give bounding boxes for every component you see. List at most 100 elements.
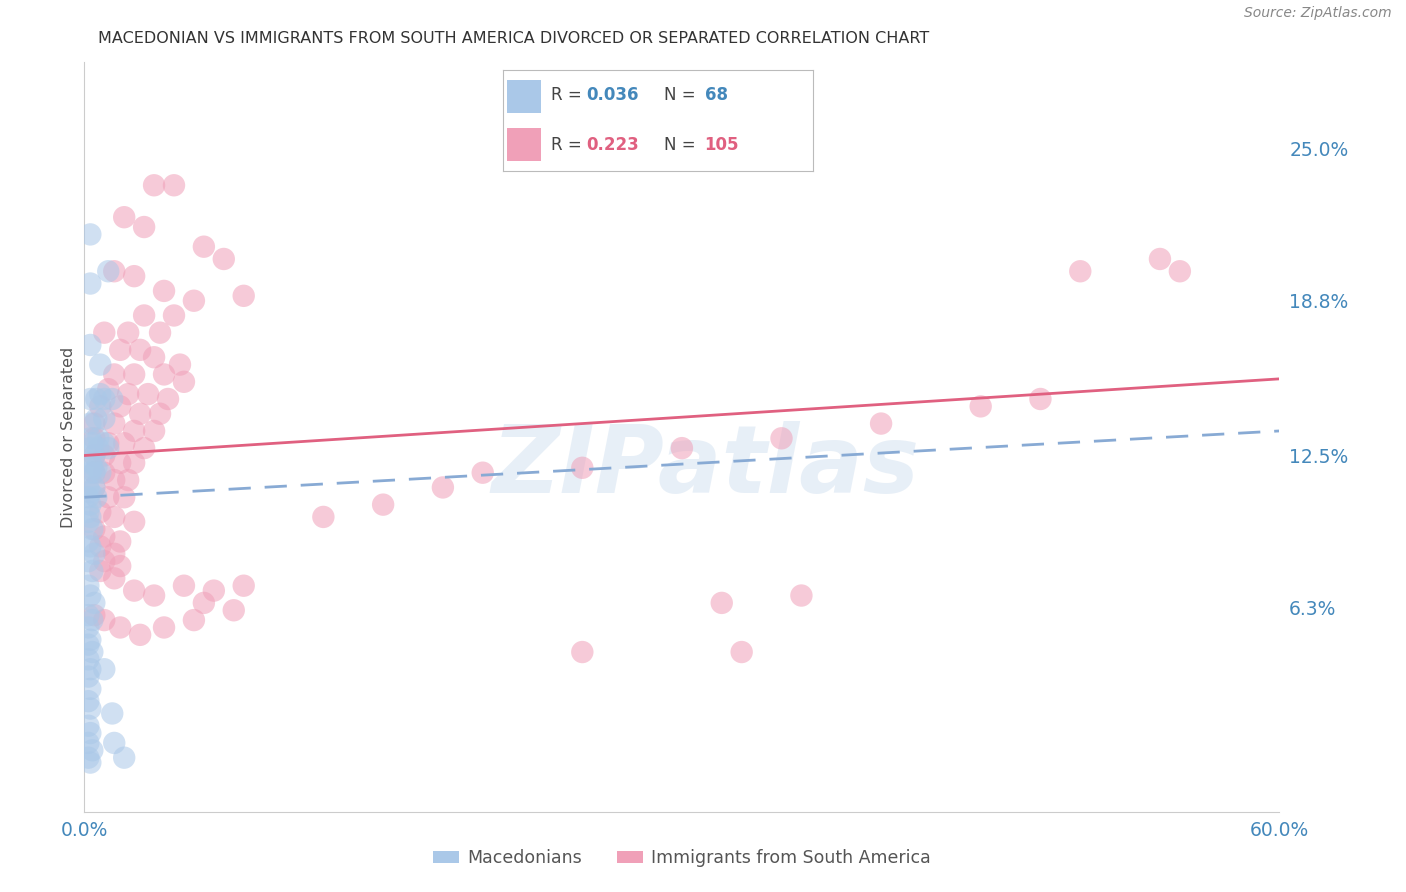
Point — [93, 662, 115, 676]
Legend: Macedonians, Immigrants from South America: Macedonians, Immigrants from South Ameri… — [426, 842, 938, 874]
Point — [79, 277, 101, 291]
Point — [93, 449, 115, 463]
Point — [79, 431, 101, 445]
Point — [82, 743, 104, 757]
Point — [79, 540, 101, 554]
Text: Source: ZipAtlas.com: Source: ZipAtlas.com — [1244, 6, 1392, 21]
Point — [79, 338, 101, 352]
Point — [89, 358, 111, 372]
Point — [1069, 264, 1091, 278]
Point — [312, 510, 335, 524]
Point — [122, 515, 145, 529]
Point — [373, 498, 395, 512]
Point — [110, 559, 132, 574]
Point — [222, 603, 245, 617]
Point — [93, 530, 115, 544]
Point — [122, 424, 145, 438]
Point — [83, 596, 105, 610]
Point — [110, 343, 132, 357]
Point — [79, 456, 101, 470]
Point — [93, 613, 115, 627]
Point — [671, 441, 693, 455]
Point — [83, 608, 105, 623]
Point — [471, 466, 494, 480]
Y-axis label: Divorced or Separated: Divorced or Separated — [60, 346, 76, 528]
Point — [117, 473, 139, 487]
Point — [79, 589, 101, 603]
Point — [83, 417, 105, 431]
Point — [83, 480, 105, 494]
Point — [183, 613, 205, 627]
Point — [77, 480, 100, 494]
Point — [82, 613, 104, 627]
Point — [153, 284, 176, 298]
Point — [79, 441, 101, 455]
Point — [790, 589, 813, 603]
Point — [82, 436, 104, 450]
Point — [79, 662, 101, 676]
Point — [79, 632, 101, 647]
Point — [770, 431, 793, 445]
Point — [571, 460, 593, 475]
Point — [97, 436, 120, 450]
Point — [103, 473, 125, 487]
Point — [83, 431, 105, 445]
Point — [143, 178, 166, 193]
Point — [77, 608, 100, 623]
Point — [87, 441, 110, 455]
Point — [79, 485, 101, 500]
Point — [77, 719, 100, 733]
Point — [77, 620, 100, 634]
Point — [77, 694, 100, 708]
Point — [112, 750, 135, 764]
Point — [731, 645, 754, 659]
Point — [183, 293, 205, 308]
Point — [870, 417, 893, 431]
Point — [89, 564, 111, 578]
Point — [89, 540, 111, 554]
Point — [97, 490, 120, 504]
Point — [93, 436, 115, 450]
Point — [93, 411, 115, 425]
Point — [93, 466, 115, 480]
Point — [77, 638, 100, 652]
Point — [89, 466, 111, 480]
Point — [97, 264, 120, 278]
Point — [83, 466, 105, 480]
Point — [232, 289, 254, 303]
Point — [129, 407, 152, 421]
Point — [143, 424, 166, 438]
Point — [103, 510, 125, 524]
Point — [110, 620, 132, 634]
Point — [77, 736, 100, 750]
Point — [77, 534, 100, 549]
Point — [89, 505, 111, 519]
Point — [93, 326, 115, 340]
Point — [117, 387, 139, 401]
Point — [77, 490, 100, 504]
Point — [79, 726, 101, 740]
Point — [82, 645, 104, 659]
Point — [83, 522, 105, 536]
Point — [153, 620, 176, 634]
Point — [163, 309, 186, 323]
Point — [149, 407, 172, 421]
Point — [93, 392, 115, 406]
Point — [193, 596, 215, 610]
Point — [103, 368, 125, 382]
Point — [136, 387, 159, 401]
Point — [173, 375, 195, 389]
Point — [82, 460, 104, 475]
Point — [82, 522, 104, 536]
Point — [97, 382, 120, 396]
Point — [143, 350, 166, 364]
Point — [101, 392, 124, 406]
Point — [79, 466, 101, 480]
Point — [77, 670, 100, 684]
Point — [86, 411, 108, 425]
Point — [132, 309, 156, 323]
Point — [212, 252, 235, 266]
Point — [232, 579, 254, 593]
Point — [79, 227, 101, 242]
Point — [79, 510, 101, 524]
